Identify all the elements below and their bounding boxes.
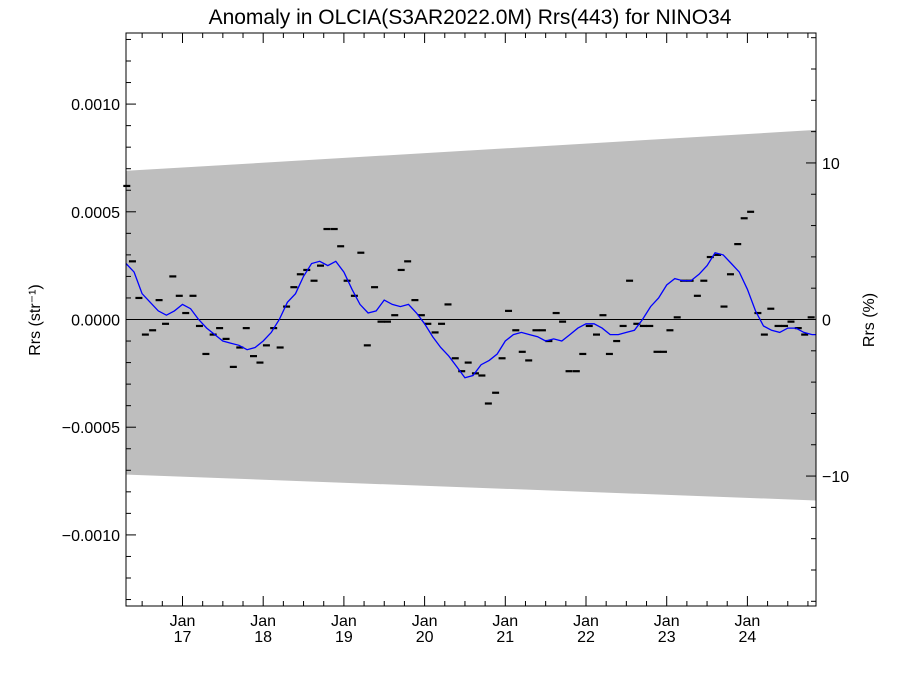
x-tick-label-year: 18: [254, 629, 272, 646]
x-tick-label-month: Jan: [412, 613, 438, 630]
x-tick-label-month: Jan: [250, 613, 276, 630]
y-tick-label-left: 0.0005: [71, 205, 120, 222]
x-tick-label-year: 23: [658, 629, 676, 646]
confidence-band-layer: [126, 129, 816, 501]
y-tick-label-left: 0.0000: [71, 313, 120, 330]
y-tick-label-right: 0: [822, 313, 831, 330]
y-tick-label-right: 10: [822, 156, 840, 173]
x-tick-label-year: 21: [496, 629, 514, 646]
x-tick-label-year: 19: [335, 629, 353, 646]
x-tick-label-year: 22: [577, 629, 595, 646]
x-tick-label-month: Jan: [170, 613, 196, 630]
x-tick-label-month: Jan: [654, 613, 680, 630]
y-axis-label-right: Rrs (%): [861, 293, 878, 347]
x-tick-label-month: Jan: [492, 613, 518, 630]
x-tick-label-year: 17: [174, 629, 192, 646]
x-tick-label-month: Jan: [735, 613, 761, 630]
data-series-layer: [123, 184, 816, 405]
axes-layer: 0.0010 0.0005 0.0000 −0.0005 −0.0010 10 0 −10 Ja…: [62, 32, 849, 646]
running-mean-line: [125, 251, 816, 379]
x-tick-label-year: 24: [739, 629, 757, 646]
x-tick-label-month: Jan: [573, 613, 599, 630]
chart-title: Anomaly in OLCIA(S3AR2022.0M) Rrs(443) f…: [209, 6, 732, 29]
y-axis-label-left: Rrs (str⁻¹): [27, 284, 44, 356]
y-tick-label-right: −10: [822, 469, 849, 486]
uncertainty-band: [126, 129, 816, 501]
x-tick-label-month: Jan: [331, 613, 357, 630]
y-tick-label-left: 0.0010: [71, 97, 120, 114]
y-tick-label-left: −0.0010: [62, 528, 120, 545]
y-tick-label-left: −0.0005: [62, 420, 120, 437]
x-tick-label-year: 20: [416, 629, 434, 646]
